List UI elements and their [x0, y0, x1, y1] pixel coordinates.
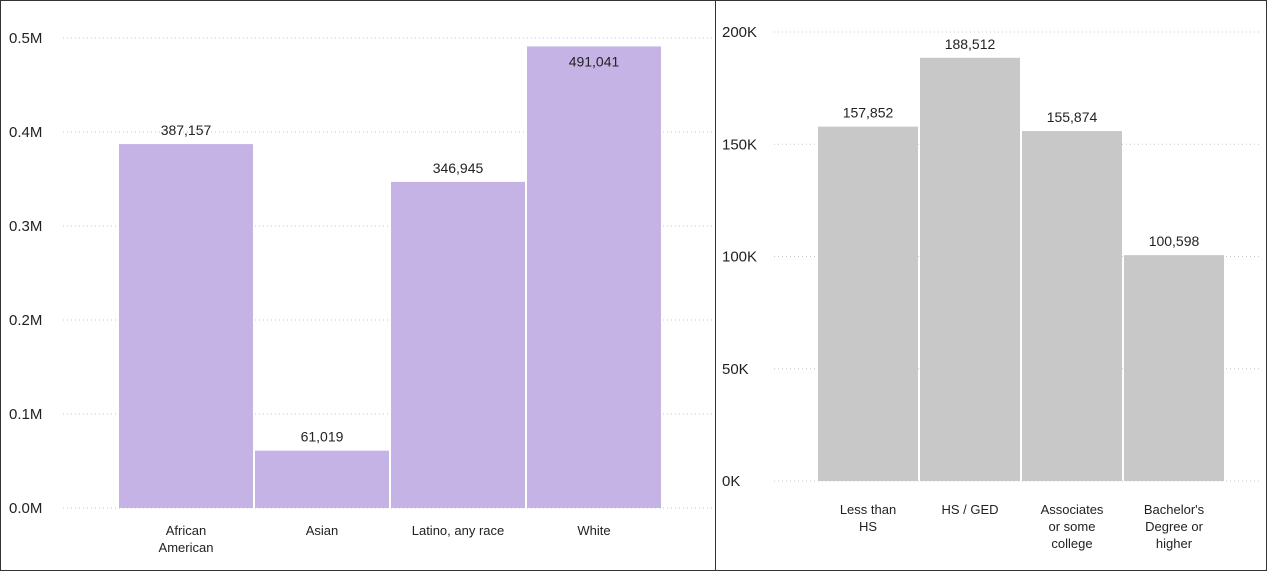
bar-value-label: 100,598 [1149, 233, 1200, 249]
y-tick-label: 0.0M [9, 500, 42, 517]
x-category-label: HS / GED [941, 502, 998, 517]
education-bar-chart: 0K 50K 100K 150K 200K 157,852 Less than HS 188,5… [722, 24, 1262, 551]
bar-value-label: 346,945 [433, 160, 484, 176]
x-category-label-line: White [577, 523, 610, 538]
bar [527, 46, 661, 509]
x-category-label-line: Latino, any race [412, 523, 505, 538]
race-bar-chart: 0.0M 0.1M 0.2M 0.3M 0.4M 0.5M 387,157 African Am… [9, 30, 713, 555]
x-category-label: White [577, 523, 610, 538]
x-category-label-line: college [1051, 536, 1092, 551]
x-category-label: Less than HS [840, 502, 896, 534]
y-tick-label: 0.4M [9, 124, 42, 141]
x-category-label: African American [159, 523, 214, 555]
x-category-label-line: higher [1156, 536, 1193, 551]
bar [119, 144, 253, 508]
education-chart-panel: 0K 50K 100K 150K 200K 157,852 Less than HS 188,5… [715, 0, 1267, 571]
x-category-label-line: HS [859, 519, 877, 534]
x-category-label-line: African [166, 523, 206, 538]
y-tick-label: 50K [722, 361, 749, 378]
y-tick-label: 0.2M [9, 312, 42, 329]
bar-value-label: 491,041 [569, 53, 620, 69]
bar-value-label: 61,019 [301, 429, 344, 445]
bar [1022, 131, 1122, 481]
y-tick-label: 100K [722, 249, 757, 266]
x-category-label-line: American [159, 540, 214, 555]
y-tick-label: 150K [722, 136, 757, 153]
bar-value-label: 387,157 [161, 122, 212, 138]
x-category-label-line: Degree or [1145, 519, 1203, 534]
bar [1124, 255, 1224, 481]
x-category-label: Asian [306, 523, 339, 538]
x-category-label-line: Asian [306, 523, 339, 538]
y-tick-label: 0.5M [9, 30, 42, 47]
y-tick-label: 0K [722, 473, 740, 490]
bar [920, 57, 1020, 482]
y-tick-label: 200K [722, 24, 757, 41]
bar-value-label: 157,852 [843, 105, 894, 121]
x-category-label-line: Bachelor's [1144, 502, 1205, 517]
x-category-label: Bachelor's Degree or higher [1144, 502, 1205, 551]
bar [391, 181, 525, 508]
x-category-label: Latino, any race [412, 523, 505, 538]
y-tick-label: 0.1M [9, 406, 42, 423]
x-category-label-line: Associates [1041, 502, 1104, 517]
x-category-label-line: or some [1049, 519, 1096, 534]
bar-value-label: 155,874 [1047, 109, 1098, 125]
race-chart-panel: 0.0M 0.1M 0.2M 0.3M 0.4M 0.5M 387,157 African Am… [0, 0, 716, 571]
x-category-label-line: Less than [840, 502, 896, 517]
bar [818, 126, 918, 482]
x-category-label: Associates or some college [1041, 502, 1104, 551]
bar-value-label: 188,512 [945, 36, 996, 52]
x-category-label-line: HS / GED [941, 502, 998, 517]
y-tick-label: 0.3M [9, 218, 42, 235]
bar [255, 450, 389, 508]
